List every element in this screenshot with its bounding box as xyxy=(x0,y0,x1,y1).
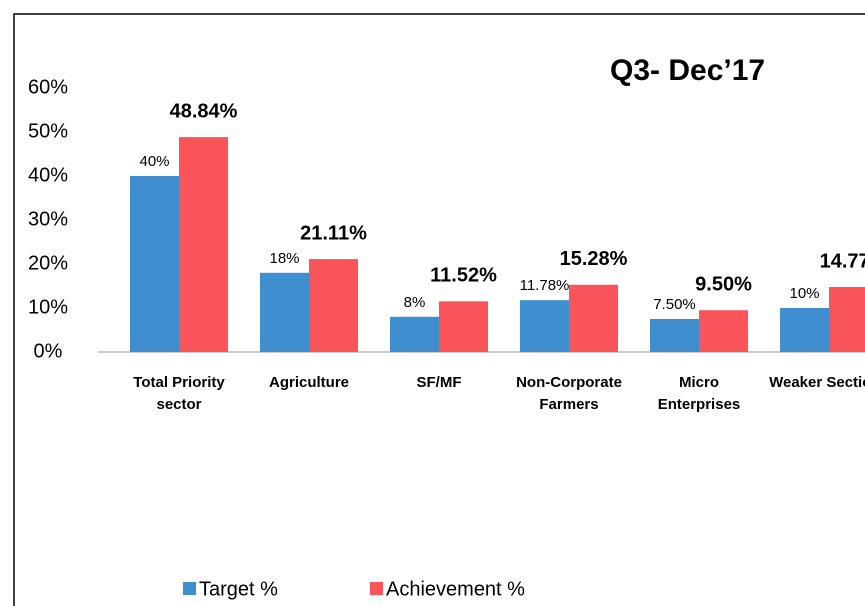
data-label: 48.84% xyxy=(170,100,238,122)
bar xyxy=(780,308,829,352)
legend-label: Achievement % xyxy=(386,578,525,600)
bar xyxy=(130,176,179,352)
y-tick-label: 10% xyxy=(28,296,68,318)
data-label: 40% xyxy=(139,153,169,170)
bar xyxy=(569,284,618,352)
x-tick-label: Weaker Sections xyxy=(769,374,865,391)
x-tick-label: Micro Enterprises xyxy=(657,374,741,413)
data-label: 15.28% xyxy=(560,248,628,270)
data-label: 7.50% xyxy=(653,296,696,313)
bar xyxy=(650,319,699,352)
data-label: 8% xyxy=(404,294,426,311)
x-tick-label: SF/MF xyxy=(416,374,462,391)
frame xyxy=(13,13,865,606)
bar xyxy=(260,272,309,352)
y-tick-label: 20% xyxy=(28,252,68,274)
data-label: 10% xyxy=(789,285,819,302)
data-label: 9.50% xyxy=(695,273,752,295)
bar xyxy=(829,287,865,352)
y-tick-label: 0% xyxy=(34,340,63,362)
y-tick-label: 30% xyxy=(28,208,68,230)
legend-swatch xyxy=(183,582,196,595)
y-tick-label: 40% xyxy=(28,164,68,186)
y-tick-label: 50% xyxy=(28,120,68,142)
legend-label: Target % xyxy=(199,578,278,600)
bar xyxy=(699,310,748,352)
bar xyxy=(439,301,488,352)
x-tick-label: Total Priority sector xyxy=(133,374,225,413)
data-label: 14.77% xyxy=(820,250,865,272)
bar xyxy=(309,259,358,352)
data-label: 18% xyxy=(269,250,299,267)
data-label: 11.52% xyxy=(430,265,497,287)
x-tick-label: Agriculture xyxy=(268,374,349,391)
bar xyxy=(179,137,228,352)
chart-title: Q3- Dec’17 xyxy=(610,54,765,87)
data-label: 11.78% xyxy=(520,277,570,294)
data-label: 21.11% xyxy=(300,222,367,244)
bar xyxy=(390,316,439,352)
legend-swatch xyxy=(370,582,383,595)
y-tick-label: 60% xyxy=(28,76,68,98)
x-tick-label: Non-Corporate Farmers xyxy=(516,374,622,413)
bar xyxy=(520,300,569,352)
